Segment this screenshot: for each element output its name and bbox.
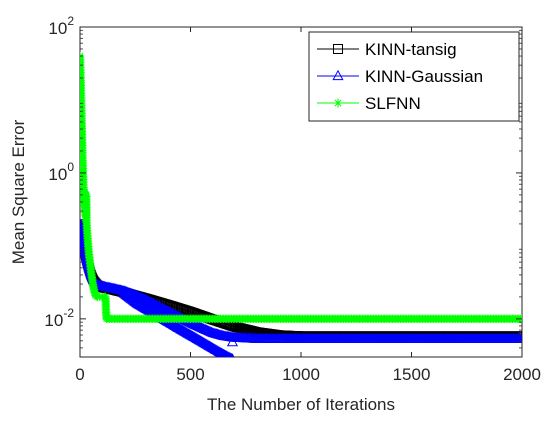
series-layer: [80, 51, 522, 357]
y-axis-label: Mean Square Error: [9, 119, 28, 264]
legend-label: KINN-tansig: [365, 40, 457, 59]
legend-marker: [333, 98, 343, 108]
x-axis-label: The Number of Iterations: [207, 395, 395, 414]
x-tick-label: 500: [176, 365, 204, 384]
series-1-point: [516, 333, 522, 343]
y-tick-label: 102: [48, 14, 74, 38]
legend-label: KINN-Gaussian: [365, 67, 483, 86]
x-tick-label: 0: [75, 365, 84, 384]
legend-entry: KINN-tansig: [317, 40, 457, 59]
legend-marker: [333, 44, 343, 54]
legend-entry: KINN-Gaussian: [317, 67, 483, 86]
series-2-end-point: [226, 335, 239, 347]
y-tick-label: 10-2: [44, 306, 74, 330]
legend-marker: [332, 69, 344, 81]
legend-entry: SLFNN: [317, 94, 421, 113]
series-3-group: [80, 51, 522, 324]
x-tick-label: 1000: [282, 365, 320, 384]
x-tick-label: 2000: [503, 365, 541, 384]
legend-label: SLFNN: [365, 94, 421, 113]
legend: KINN-tansig KINN-Gaussian SLFNN: [308, 31, 520, 122]
axes-layer: 0 500 1000 1500 2000 10-2 100 102: [44, 14, 541, 384]
x-tick-label: 1500: [393, 365, 431, 384]
y-tick-label: 100: [48, 160, 74, 184]
